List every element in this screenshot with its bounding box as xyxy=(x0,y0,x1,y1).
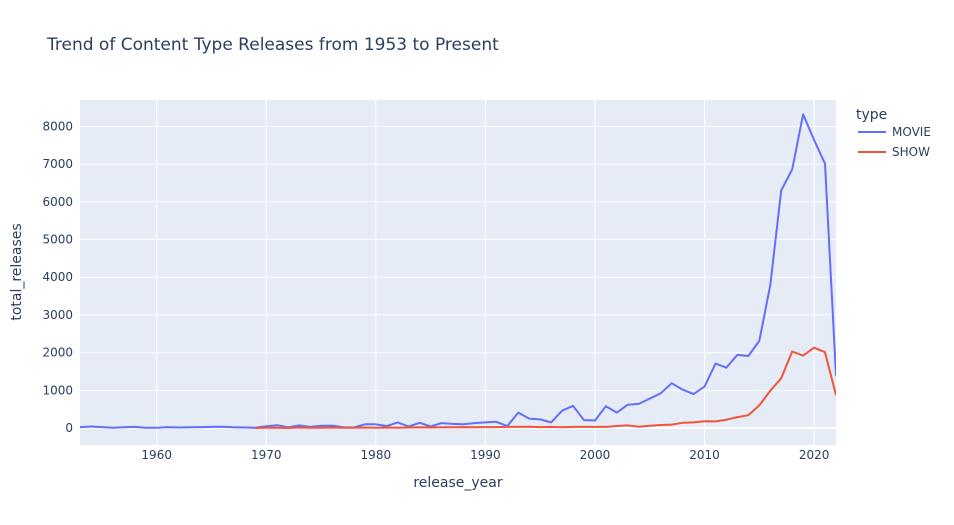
y-tick-label: 4000 xyxy=(42,270,73,284)
x-tick-label: 1990 xyxy=(470,448,501,462)
legend-items: MOVIE SHOW xyxy=(858,125,931,159)
series-line-show[interactable] xyxy=(255,346,836,429)
series-layer xyxy=(80,113,836,429)
chart-title: Trend of Content Type Releases from 1953… xyxy=(46,35,499,55)
legend-label: SHOW xyxy=(892,145,930,159)
y-tick-label: 6000 xyxy=(42,195,73,209)
x-tick-label: 2010 xyxy=(689,448,720,462)
x-axis-title: release_year xyxy=(413,475,503,491)
y-tick-label: 5000 xyxy=(42,233,73,247)
y-axis-title: total_releases xyxy=(9,223,25,320)
x-tick-label: 1970 xyxy=(251,448,282,462)
y-axis-ticks: 0 1000 2000 3000 4000 5000 6000 7000 8000 xyxy=(42,119,73,435)
series-line-movie[interactable] xyxy=(80,113,836,429)
legend-item-show[interactable]: SHOW xyxy=(858,145,930,159)
y-tick-label: 7000 xyxy=(42,157,73,171)
legend-title: type xyxy=(856,107,887,123)
x-tick-label: 2000 xyxy=(580,448,611,462)
y-tick-label: 3000 xyxy=(42,308,73,322)
x-tick-label: 1980 xyxy=(361,448,392,462)
y-tick-label: 2000 xyxy=(42,346,73,360)
x-axis-ticks: 1960 1970 1980 1990 2000 2010 2020 xyxy=(141,448,829,462)
gridlines xyxy=(80,100,836,445)
y-tick-label: 0 xyxy=(65,421,73,435)
y-tick-label: 1000 xyxy=(42,383,73,397)
legend-label: MOVIE xyxy=(892,125,931,139)
x-tick-label: 1960 xyxy=(141,448,172,462)
y-tick-label: 8000 xyxy=(42,119,73,133)
plot-area xyxy=(80,100,836,445)
x-tick-label: 2020 xyxy=(799,448,830,462)
legend[interactable]: type MOVIE SHOW xyxy=(856,107,931,159)
legend-item-movie[interactable]: MOVIE xyxy=(858,125,931,139)
